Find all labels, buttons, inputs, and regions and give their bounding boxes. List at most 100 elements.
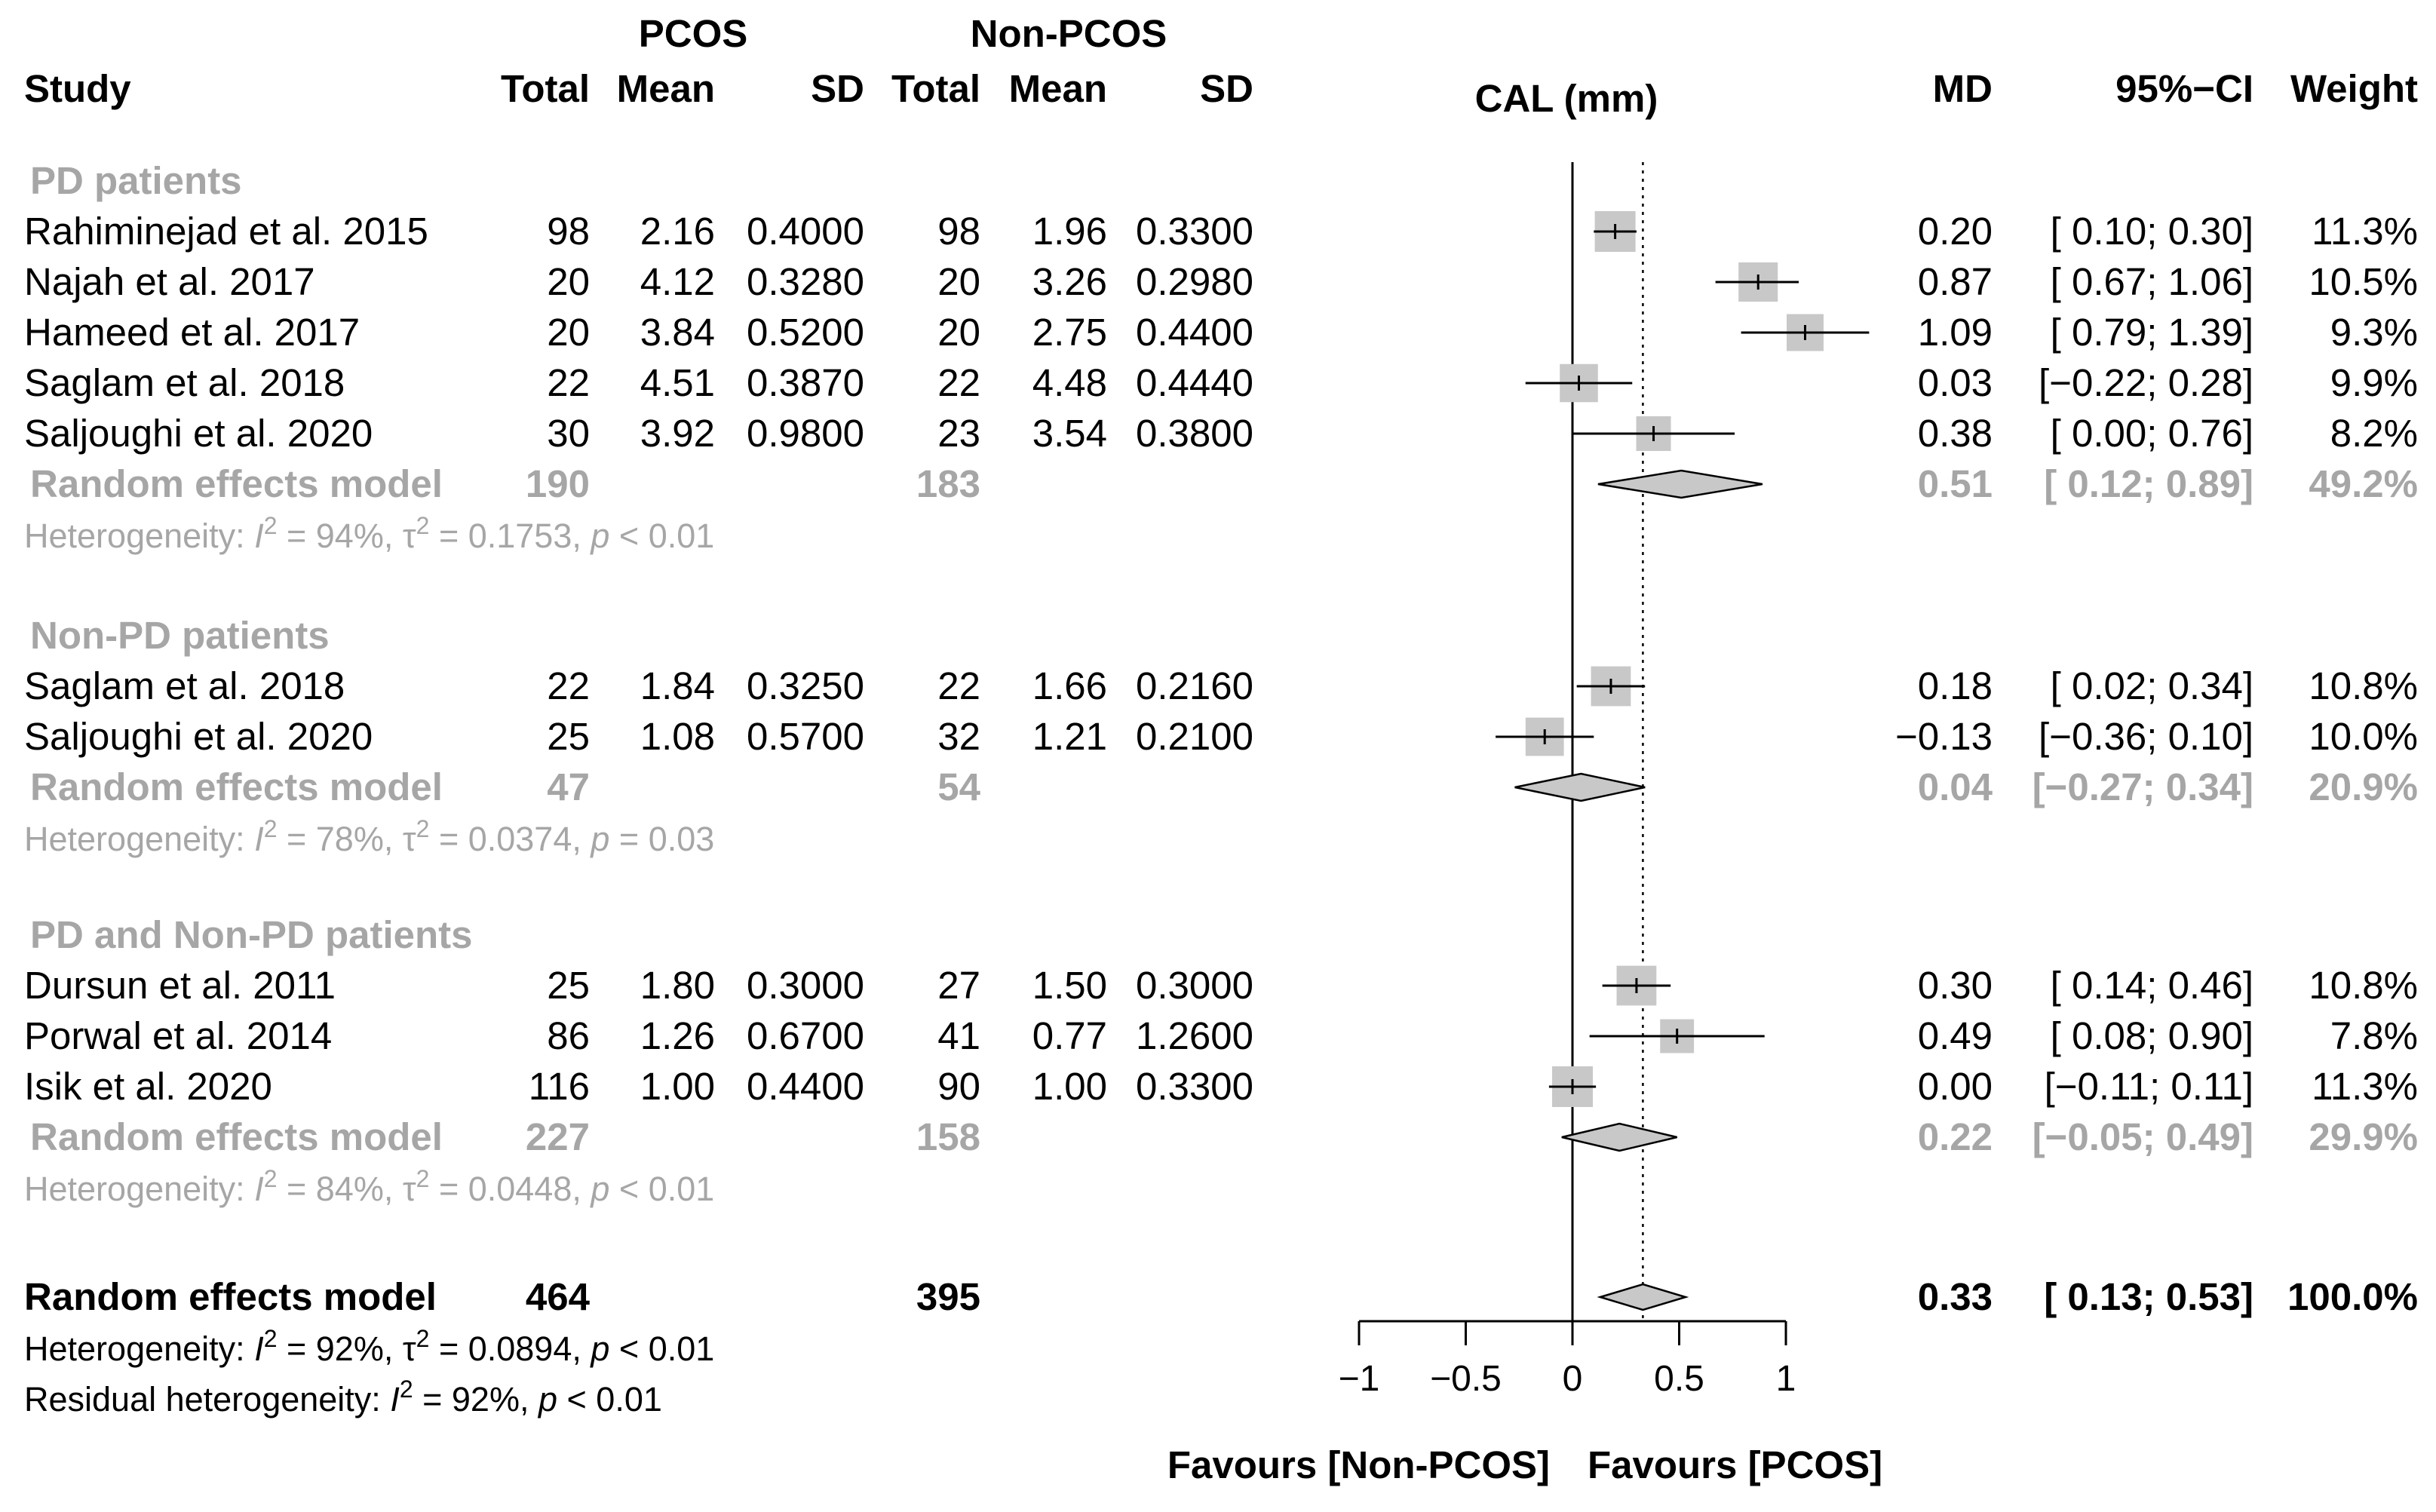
header-pcos: PCOS xyxy=(639,12,748,55)
study-row-3-1-md: 0.30 xyxy=(1918,964,1993,1007)
study-row-1-2-name: Najah et al. 2017 xyxy=(24,260,315,303)
study-row-1-3-pcos-mean: 3.84 xyxy=(640,311,715,354)
study-row-1-5-non-sd: 0.3800 xyxy=(1136,412,1253,455)
subgroup-model-3-md: 0.22 xyxy=(1918,1115,1993,1158)
study-row-2-2-ci: [−0.36; 0.10] xyxy=(2039,715,2253,758)
study-row-1-2-pcos-sd: 0.3280 xyxy=(747,260,864,303)
overall-weight: 100.0% xyxy=(2287,1275,2418,1318)
study-row-2-1-pcos-total: 22 xyxy=(547,664,590,707)
study-row-3-2-md: 0.49 xyxy=(1918,1014,1993,1057)
study-row-2-2-non-sd: 0.2100 xyxy=(1136,715,1253,758)
study-row-1-2-non-mean: 3.26 xyxy=(1032,260,1107,303)
study-row-3-3-non-total: 90 xyxy=(937,1065,980,1108)
study-row-3-1-non-mean: 1.50 xyxy=(1032,964,1107,1007)
subgroup-title-1: PD patients xyxy=(30,159,242,202)
study-row-1-1-non-mean: 1.96 xyxy=(1032,210,1107,253)
x-tick-label-3: 0 xyxy=(1563,1359,1583,1399)
study-row-1-1-name: Rahiminejad et al. 2015 xyxy=(24,210,428,253)
study-row-3-3-name: Isik et al. 2020 xyxy=(24,1065,272,1108)
subgroup-model-2-label: Random effects model xyxy=(30,765,443,808)
subgroup-heterogeneity-2: Heterogeneity: I2 = 78%, τ2 = 0.0374, p … xyxy=(24,815,714,858)
study-row-3-1-pcos-total: 25 xyxy=(547,964,590,1007)
study-row-2-1-non-total: 22 xyxy=(937,664,980,707)
subgroup-model-1-label: Random effects model xyxy=(30,462,443,505)
study-row-1-4-ci: [−0.22; 0.28] xyxy=(2039,361,2253,404)
study-row-1-3-weight: 9.3% xyxy=(2330,311,2418,354)
study-row-1-4-pcos-sd: 0.3870 xyxy=(747,361,864,404)
study-row-1-4-non-mean: 4.48 xyxy=(1032,361,1107,404)
overall-pcos-total: 464 xyxy=(526,1275,591,1318)
study-row-3-3-md: 0.00 xyxy=(1918,1065,1993,1108)
study-row-2-1-ci: [ 0.02; 0.34] xyxy=(2051,664,2253,707)
study-row-2-2-md: −0.13 xyxy=(1895,715,1993,758)
subgroup-model-2-weight: 20.9% xyxy=(2309,765,2418,808)
study-row-3-2-non-total: 41 xyxy=(937,1014,980,1057)
subgroup-model-3-pcos-total: 227 xyxy=(526,1115,590,1158)
study-row-1-2-non-total: 20 xyxy=(937,260,980,303)
study-row-1-3-ci: [ 0.79; 1.39] xyxy=(2051,311,2253,354)
study-row-1-4-name: Saglam et al. 2018 xyxy=(24,361,345,404)
study-row-2-2-pcos-sd: 0.5700 xyxy=(747,715,864,758)
study-row-1-1-non-total: 98 xyxy=(937,210,980,253)
study-row-3-3-pcos-mean: 1.00 xyxy=(640,1065,715,1108)
study-row-2-2-pcos-mean: 1.08 xyxy=(640,715,715,758)
study-row-1-4-non-total: 22 xyxy=(937,361,980,404)
subgroup-heterogeneity-3: Heterogeneity: I2 = 84%, τ2 = 0.0448, p … xyxy=(24,1165,714,1208)
col-header-weight: Weight xyxy=(2290,67,2418,110)
study-row-1-4-non-sd: 0.4440 xyxy=(1136,361,1253,404)
study-row-1-3-non-mean: 2.75 xyxy=(1032,311,1107,354)
subgroup-model-3-diamond xyxy=(1561,1122,1677,1152)
study-row-1-5-weight: 8.2% xyxy=(2330,412,2418,455)
subgroup-heterogeneity-1: Heterogeneity: I2 = 94%, τ2 = 0.1753, p … xyxy=(24,512,714,555)
study-row-2-1-pcos-mean: 1.84 xyxy=(640,664,715,707)
study-row-1-1-md: 0.20 xyxy=(1918,210,1993,253)
residual-heterogeneity: Residual heterogeneity: I2 = 92%, p < 0.… xyxy=(24,1376,662,1418)
study-row-1-5-pcos-total: 30 xyxy=(547,412,590,455)
study-row-1-3-pcos-total: 20 xyxy=(547,311,590,354)
x-tick-label-2: −0.5 xyxy=(1430,1359,1502,1399)
study-row-3-2-non-mean: 0.77 xyxy=(1032,1014,1107,1057)
study-row-2-2-non-mean: 1.21 xyxy=(1032,715,1107,758)
study-row-3-3-non-sd: 0.3300 xyxy=(1136,1065,1253,1108)
study-row-1-1-pcos-sd: 0.4000 xyxy=(747,210,864,253)
study-row-2-1-md: 0.18 xyxy=(1918,664,1993,707)
study-row-1-3-non-total: 20 xyxy=(937,311,980,354)
study-row-3-2-pcos-total: 86 xyxy=(547,1014,590,1057)
overall-heterogeneity: Heterogeneity: I2 = 92%, τ2 = 0.0894, p … xyxy=(24,1325,714,1368)
col-header-pcos-mean: Mean xyxy=(617,67,715,110)
col-header-non-mean: Mean xyxy=(1009,67,1107,110)
overall-non-total: 395 xyxy=(916,1275,980,1318)
study-row-1-2-md: 0.87 xyxy=(1918,260,1993,303)
study-row-2-2-name: Saljoughi et al. 2020 xyxy=(24,715,373,758)
study-row-1-5-pcos-mean: 3.92 xyxy=(640,412,715,455)
study-row-3-3-pcos-sd: 0.4400 xyxy=(747,1065,864,1108)
study-row-3-1-pcos-sd: 0.3000 xyxy=(747,964,864,1007)
study-row-3-1-ci: [ 0.14; 0.46] xyxy=(2051,964,2253,1007)
subgroup-model-3-weight: 29.9% xyxy=(2309,1115,2418,1158)
subgroup-model-2-diamond xyxy=(1514,772,1646,802)
study-row-1-2-ci: [ 0.67; 1.06] xyxy=(2051,260,2253,303)
study-row-3-2-name: Porwal et al. 2014 xyxy=(24,1014,332,1057)
study-row-2-1-non-mean: 1.66 xyxy=(1032,664,1107,707)
subgroup-model-2-non-total: 54 xyxy=(937,765,980,808)
x-tick-label-4: 0.5 xyxy=(1654,1359,1704,1399)
subgroup-model-3-non-total: 158 xyxy=(916,1115,980,1158)
subgroup-model-3-label: Random effects model xyxy=(30,1115,443,1158)
study-row-1-2-non-sd: 0.2980 xyxy=(1136,260,1253,303)
col-header-md: MD xyxy=(1933,67,1993,110)
study-row-3-1-non-sd: 0.3000 xyxy=(1136,964,1253,1007)
col-header-measure: CAL (mm) xyxy=(1475,77,1658,120)
study-row-3-2-pcos-sd: 0.6700 xyxy=(747,1014,864,1057)
subgroup-model-1-non-total: 183 xyxy=(916,462,980,505)
col-header-ci: 95%−CI xyxy=(2115,67,2253,110)
study-row-1-3-pcos-sd: 0.5200 xyxy=(747,311,864,354)
study-row-2-1-non-sd: 0.2160 xyxy=(1136,664,1253,707)
favours-right-label: Favours [PCOS] xyxy=(1588,1443,1882,1486)
study-row-1-3-non-sd: 0.4400 xyxy=(1136,311,1253,354)
subgroup-model-2-ci: [−0.27; 0.34] xyxy=(2033,765,2253,808)
subgroup-model-3-ci: [−0.05; 0.49] xyxy=(2033,1115,2253,1158)
study-row-3-1-pcos-mean: 1.80 xyxy=(640,964,715,1007)
study-row-1-3-md: 1.09 xyxy=(1918,311,1993,354)
study-row-1-3-name: Hameed et al. 2017 xyxy=(24,311,360,354)
